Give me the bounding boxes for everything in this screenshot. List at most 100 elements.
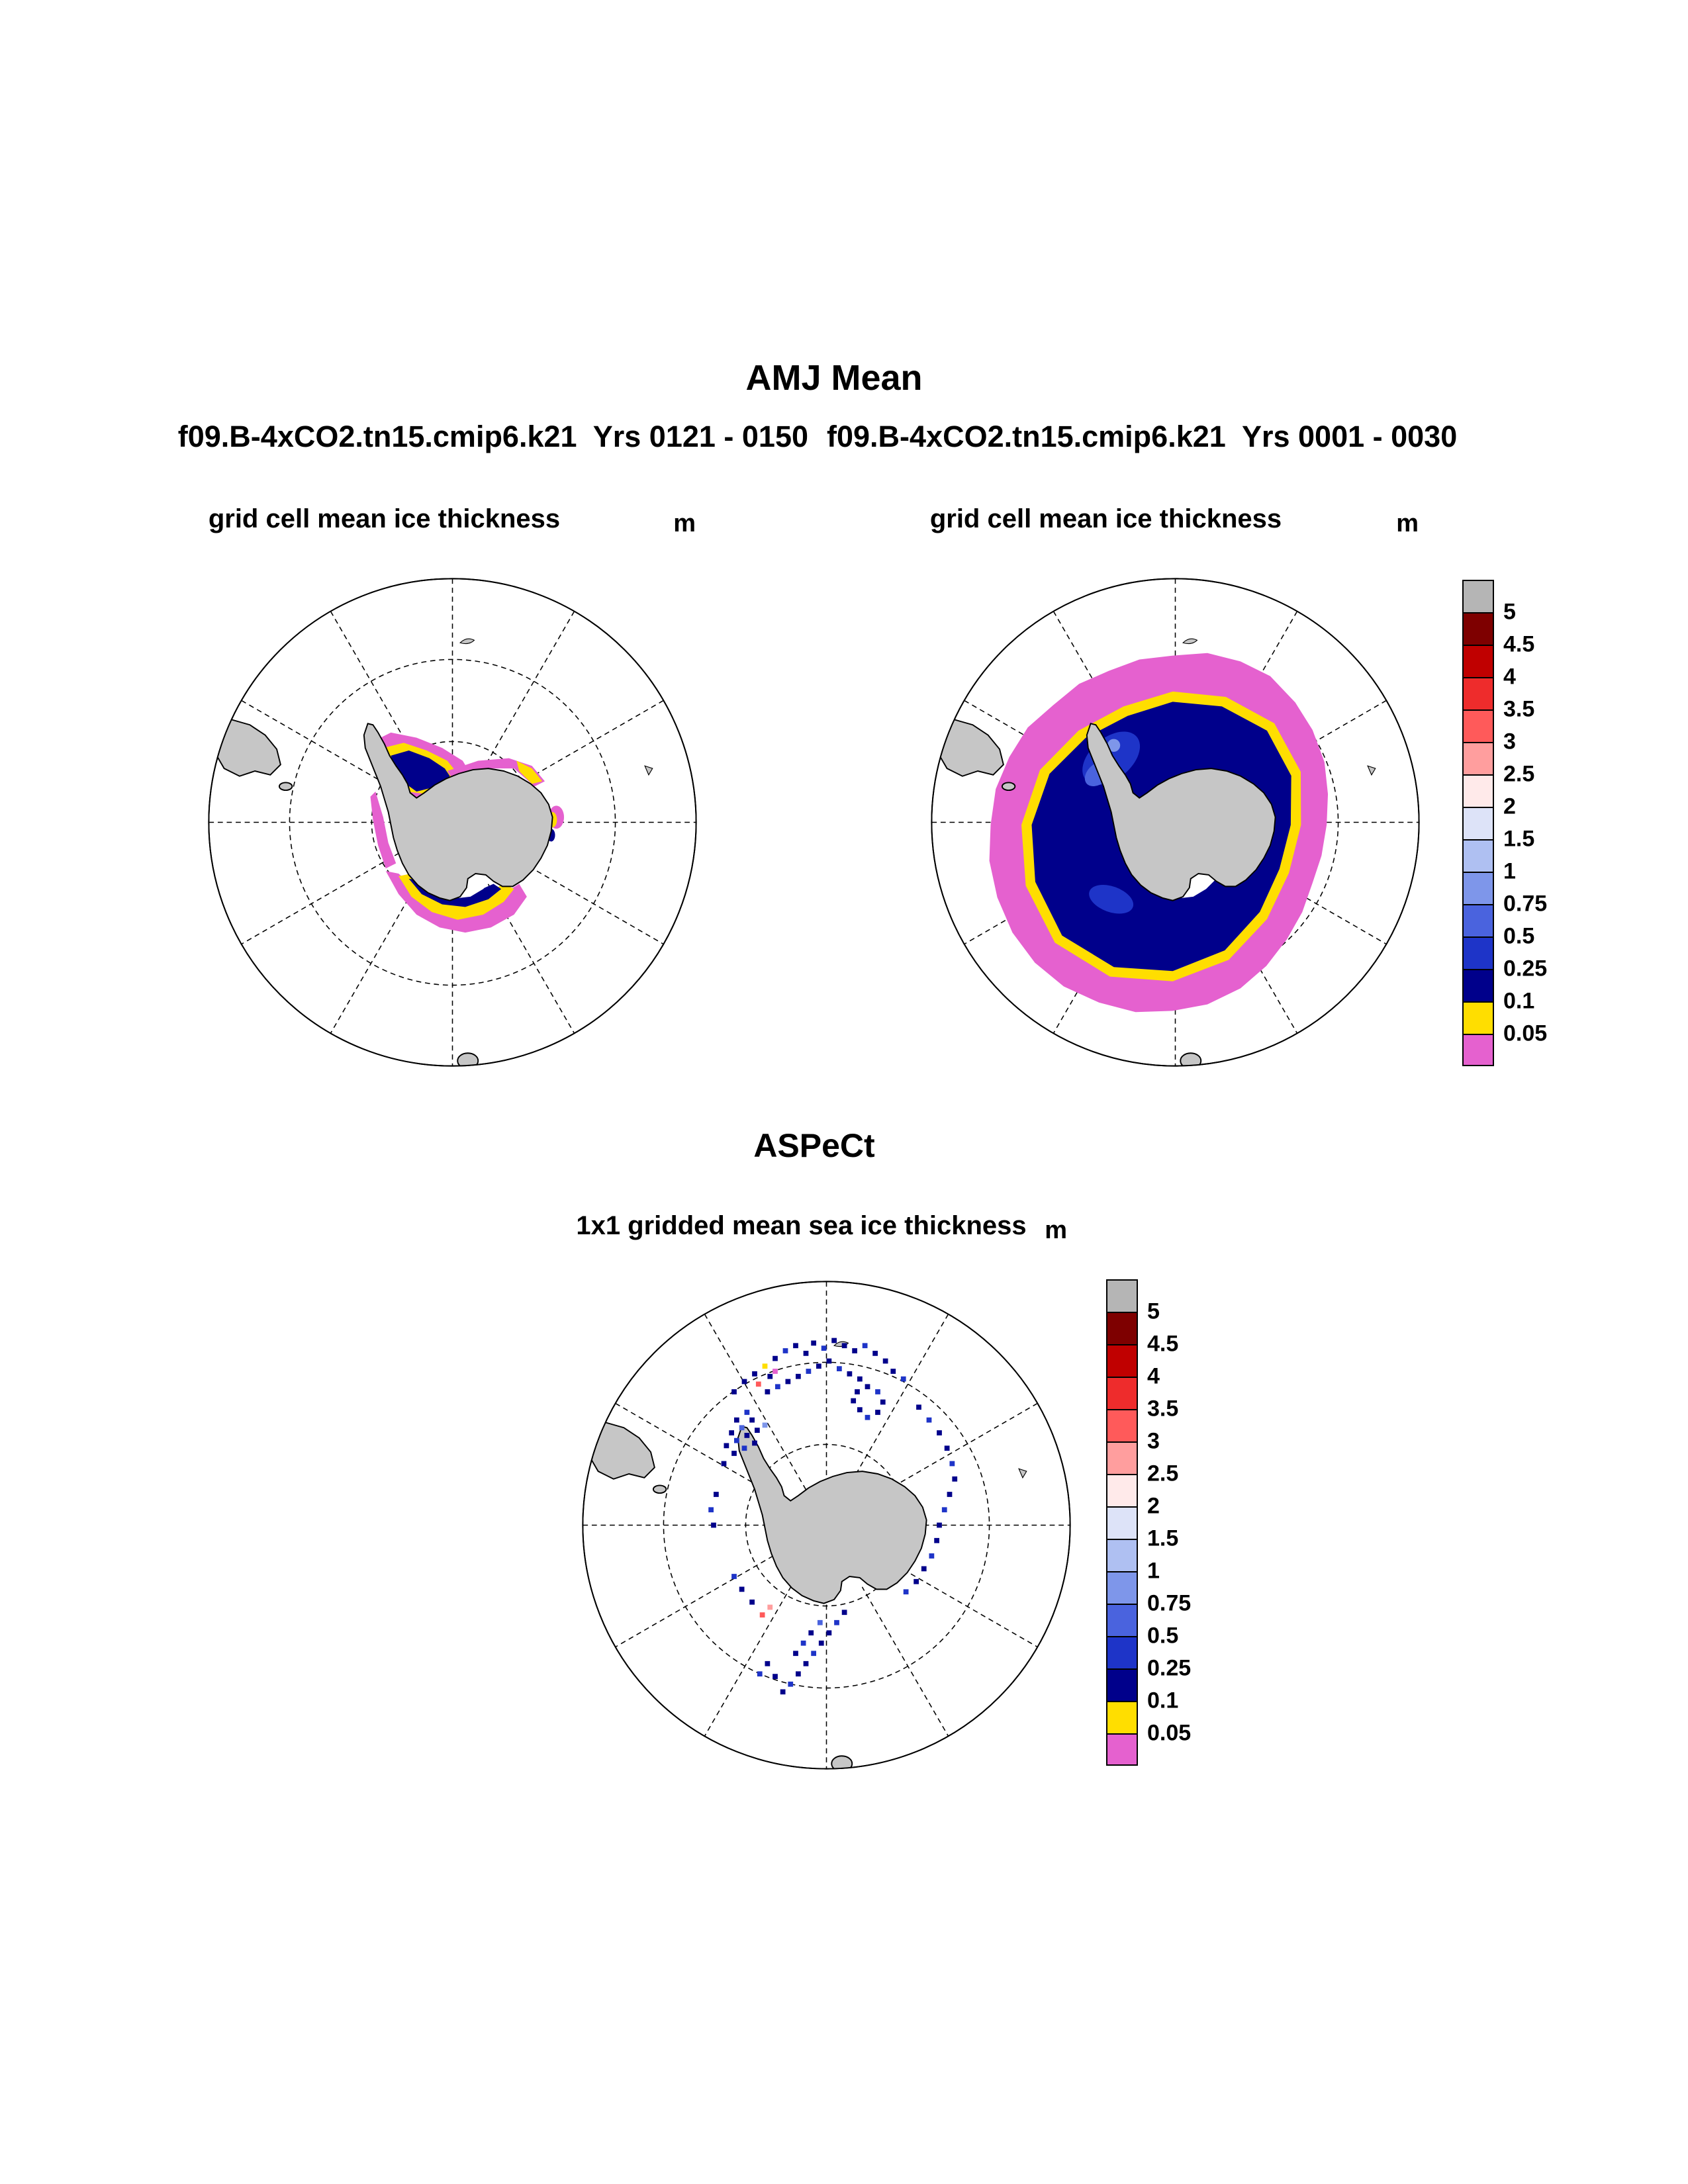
aspect-observation-cell — [757, 1671, 763, 1677]
colorbar-tick-label: 0.5 — [1503, 923, 1535, 949]
case-title-left: f09.B-4xCO2.tn15.cmip6.k21 Yrs 0121 - 01… — [177, 420, 808, 453]
colorbar-box — [1106, 1636, 1138, 1668]
aspect-observation-cell — [816, 1363, 821, 1369]
aspect-observation-cell — [811, 1340, 816, 1346]
aspect-observation-cell — [744, 1410, 750, 1415]
colorbar-boxes — [1462, 580, 1494, 1066]
colorbar-labels: 5 4.5 4 3.5 3 2.5 2 1.5 1 0.75 0.5 0.25 0.1 0.05 — [1462, 580, 1562, 1073]
aspect-observation-cell — [729, 1430, 734, 1435]
colorbar-tick-label: 0.05 — [1147, 1720, 1192, 1746]
aspect-observation-cell — [851, 1398, 857, 1404]
aspect-observation-cell — [803, 1661, 809, 1666]
colorbar-tick-label: 0.75 — [1503, 891, 1548, 917]
colorbar-labels: 5 4.5 4 3.5 3 2.5 2 1.5 1 0.75 0.5 0.25 0.1 0.05 — [1106, 1279, 1205, 1772]
aspect-observation-cell — [731, 1389, 737, 1394]
aspect-observation-cell — [741, 1379, 747, 1385]
colorbar-tick-label: 2.5 — [1503, 761, 1535, 787]
aspect-observation-cell — [847, 1371, 853, 1377]
aspect-observation-cell — [765, 1389, 771, 1394]
aspect-observation-cell — [788, 1681, 794, 1687]
aspect-observation-cell — [857, 1376, 863, 1382]
colorbar-box — [1462, 709, 1494, 742]
aspect-observation-cell — [780, 1689, 786, 1695]
colorbar-box — [1462, 839, 1494, 872]
aspect-observation-cell — [752, 1371, 757, 1377]
aspect-observation-cell — [857, 1407, 863, 1412]
aspect-observation-cell — [739, 1586, 745, 1592]
colorbar-box — [1106, 1441, 1138, 1474]
colorbar-box — [1106, 1312, 1138, 1344]
aspect-observation-cell — [811, 1651, 816, 1657]
colorbar-tick-label: 4 — [1503, 664, 1516, 690]
colorbar-tick-label: 5 — [1147, 1298, 1160, 1324]
colorbar-bottom: 5 4.5 4 3.5 3 2.5 2 1.5 1 0.75 0.5 0.25 0.1 0.05 — [1106, 1279, 1205, 1772]
colorbar-box — [1462, 1001, 1494, 1034]
colorbar-tick-label: 0.75 — [1147, 1590, 1192, 1616]
aspect-observation-cell — [759, 1612, 765, 1617]
aspect-observation-cell — [782, 1348, 788, 1353]
ross-embayment — [833, 1576, 867, 1601]
aspect-observation-cell — [762, 1422, 768, 1428]
colorbar-box — [1106, 1474, 1138, 1506]
aspect-observation-cell — [721, 1461, 727, 1467]
aspect-observation-cell — [862, 1343, 868, 1349]
small-island — [1001, 782, 1016, 792]
peripheral-landmasses — [587, 1341, 1027, 1769]
aspect-observation-cell — [831, 1338, 837, 1343]
aspect-observation-cells — [708, 1338, 958, 1695]
panel-head-model-late: grid cell mean ice thickness m — [196, 504, 709, 545]
colorbar-box — [1106, 1506, 1138, 1539]
map-boundary-circle — [582, 1281, 1071, 1770]
aspect-observation-cell — [734, 1417, 739, 1423]
aspect-observation-cell — [921, 1566, 927, 1572]
unit-label: m — [673, 510, 696, 537]
south-america-tip — [587, 1422, 655, 1480]
aspect-observation-cell — [755, 1381, 761, 1387]
colorbar-box — [1106, 1539, 1138, 1571]
aspect-observation-cell — [793, 1343, 798, 1349]
colorbar-tick-label: 0.05 — [1503, 1021, 1548, 1046]
case-title-right: f09.B-4xCO2.tn15.cmip6.k21 Yrs 0001 - 00… — [827, 420, 1458, 453]
aspect-observation-cell — [826, 1630, 832, 1636]
colorbar-box — [1462, 1034, 1494, 1066]
colorbar-tick-label: 5 — [1503, 599, 1516, 625]
map-boundary-circle — [931, 578, 1420, 1067]
colorbar-box — [1106, 1377, 1138, 1409]
colorbar-box — [1462, 774, 1494, 807]
aspect-observation-cell — [785, 1379, 791, 1385]
aspect-observation-cell — [855, 1389, 860, 1394]
map-boundary-circle — [208, 578, 697, 1067]
colorbar-box — [1106, 1279, 1138, 1312]
small-island — [1018, 1468, 1027, 1479]
ross-embayment — [1182, 874, 1215, 898]
colorbar-tick-label: 4.5 — [1503, 631, 1535, 657]
panel-head-aspect: 1x1 gridded mean sea ice thickness m — [570, 1211, 1083, 1252]
colorbar-box — [1462, 612, 1494, 645]
map-aspect-observations — [582, 1281, 1071, 1770]
colorbar-tick-label: 0.1 — [1503, 988, 1535, 1014]
aspect-observation-cell — [952, 1476, 958, 1482]
ross-embayment — [459, 874, 492, 898]
aspect-observation-cell — [865, 1414, 870, 1420]
aspect-observation-cell — [773, 1369, 778, 1374]
aspect-observation-cell — [767, 1604, 773, 1610]
aspect-observation-cell — [773, 1355, 778, 1361]
small-island — [644, 765, 653, 776]
colorbar-tick-label: 3 — [1147, 1428, 1160, 1454]
colorbar-box — [1462, 645, 1494, 677]
aspect-observation-cell — [826, 1358, 832, 1364]
figure-subtitle: f09.B-4xCO2.tn15.cmip6.k21 Yrs 0121 - 01… — [0, 420, 1635, 454]
colorbar-box — [1106, 1604, 1138, 1636]
aspect-observation-cell — [765, 1661, 771, 1666]
colorbar-tick-label: 1.5 — [1503, 826, 1535, 852]
aspect-observation-cell — [821, 1345, 827, 1351]
colorbar-box — [1462, 872, 1494, 904]
colorbar-tick-label: 3 — [1503, 729, 1516, 754]
aspect-observation-cell — [949, 1461, 955, 1467]
aspect-observation-cell — [731, 1451, 737, 1456]
colorbar-tick-label: 3.5 — [1147, 1396, 1179, 1422]
colorbar-boxes — [1106, 1279, 1138, 1766]
peripheral-landmasses — [213, 638, 653, 1066]
aspect-observation-cell — [711, 1522, 716, 1528]
